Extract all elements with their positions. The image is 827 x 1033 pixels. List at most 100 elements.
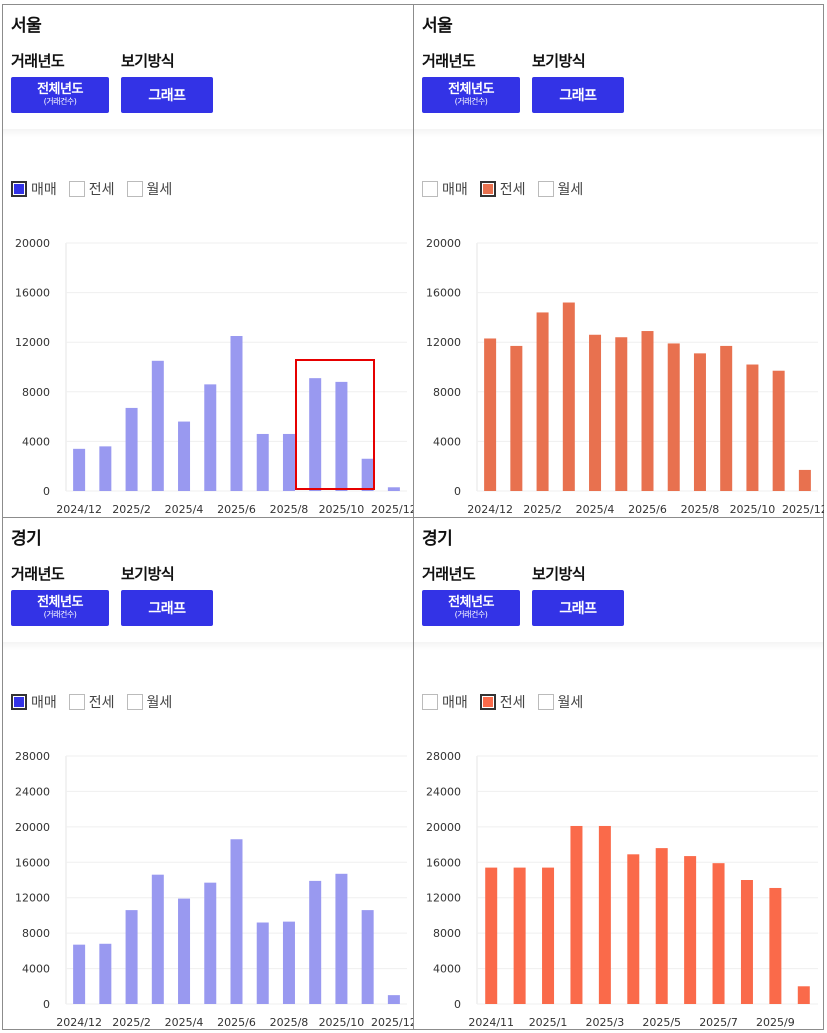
x-tick-label: 2024/11 bbox=[468, 1016, 514, 1029]
x-tick-label: 2025/12 bbox=[782, 503, 824, 516]
legend-label: 월세 bbox=[146, 695, 173, 711]
checkbox[interactable] bbox=[479, 694, 496, 710]
x-tick-label: 2025/10 bbox=[730, 503, 776, 516]
bar bbox=[230, 336, 243, 491]
x-tick-label: 2025/6 bbox=[217, 1016, 256, 1029]
y-tick-label: 0 bbox=[43, 485, 50, 498]
view-mode-button[interactable]: 그래프 bbox=[532, 590, 624, 626]
x-tick-label: 2025/2 bbox=[112, 1016, 151, 1029]
year-button-main: 전체년도 bbox=[37, 82, 83, 97]
year-select-button[interactable]: 전체년도 (거래건수) bbox=[11, 77, 109, 113]
legend-label: 전세 bbox=[88, 695, 115, 711]
legend: 매매 전세 월세 bbox=[422, 179, 595, 199]
checkbox[interactable] bbox=[422, 181, 438, 197]
year-select-button[interactable]: 전체년도 (거래건수) bbox=[422, 590, 520, 626]
bar bbox=[484, 338, 497, 491]
y-tick-label: 4000 bbox=[22, 435, 50, 448]
region-title: 서울 bbox=[422, 16, 453, 36]
checkbox[interactable] bbox=[126, 181, 143, 197]
legend-item-sale[interactable]: 매매 bbox=[422, 179, 468, 199]
y-tick-label: 4000 bbox=[433, 435, 461, 448]
legend-label: 전세 bbox=[88, 182, 115, 198]
y-tick-label: 28000 bbox=[15, 750, 50, 763]
bar bbox=[712, 863, 725, 1004]
bar bbox=[361, 458, 374, 491]
legend-item-jeonse[interactable]: 전세 bbox=[68, 179, 115, 199]
x-tick-label: 2025/8 bbox=[270, 1016, 309, 1029]
y-tick-label: 24000 bbox=[15, 785, 50, 798]
y-tick-label: 28000 bbox=[426, 750, 461, 763]
y-tick-label: 12000 bbox=[15, 892, 50, 905]
bar bbox=[589, 334, 602, 491]
bar bbox=[641, 331, 654, 491]
year-label: 거래년도 bbox=[11, 52, 65, 70]
year-select-button[interactable]: 전체년도 (거래건수) bbox=[422, 77, 520, 113]
legend-item-jeonse[interactable]: 전세 bbox=[479, 179, 526, 199]
view-mode-button[interactable]: 그래프 bbox=[121, 77, 213, 113]
legend-item-jeonse[interactable]: 전세 bbox=[479, 692, 526, 712]
checkbox[interactable] bbox=[422, 694, 438, 710]
y-tick-label: 20000 bbox=[15, 237, 50, 250]
x-tick-label: 2025/12 bbox=[371, 1016, 413, 1029]
year-button-sub: (거래건수) bbox=[454, 97, 488, 106]
checkbox[interactable] bbox=[537, 694, 554, 710]
checkbox[interactable] bbox=[126, 694, 143, 710]
y-tick-label: 8000 bbox=[433, 927, 461, 940]
x-tick-label: 2024/12 bbox=[56, 503, 102, 516]
legend-item-sale[interactable]: 매매 bbox=[422, 692, 468, 712]
bar bbox=[387, 487, 400, 491]
legend-item-monthly-rent[interactable]: 월세 bbox=[126, 692, 173, 712]
y-tick-label: 12000 bbox=[426, 336, 461, 349]
chart-panel-seoul-sale: 서울 거래년도 보기방식 전체년도 (거래건수) 그래프 매매 전세 월세 0 4… bbox=[2, 4, 414, 518]
x-tick-label: 2025/6 bbox=[217, 503, 256, 516]
bar bbox=[73, 944, 86, 1004]
x-tick-label: 2025/6 bbox=[628, 503, 667, 516]
view-mode-button[interactable]: 그래프 bbox=[121, 590, 213, 626]
checkbox[interactable] bbox=[11, 181, 27, 197]
bar bbox=[256, 922, 269, 1004]
legend-item-monthly-rent[interactable]: 월세 bbox=[537, 179, 583, 199]
checkbox[interactable] bbox=[479, 181, 496, 197]
bar bbox=[204, 882, 217, 1004]
bar bbox=[740, 880, 753, 1004]
checkbox[interactable] bbox=[68, 694, 85, 710]
bar bbox=[720, 345, 733, 491]
bar bbox=[510, 345, 523, 491]
year-button-main: 전체년도 bbox=[448, 82, 494, 97]
view-mode-label: 보기방식 bbox=[121, 565, 175, 583]
x-tick-label: 2025/3 bbox=[586, 1016, 625, 1029]
legend-item-sale[interactable]: 매매 bbox=[11, 179, 57, 199]
region-title: 경기 bbox=[11, 529, 42, 549]
view-mode-button[interactable]: 그래프 bbox=[532, 77, 624, 113]
legend-item-sale[interactable]: 매매 bbox=[11, 692, 57, 712]
legend-item-jeonse[interactable]: 전세 bbox=[68, 692, 115, 712]
legend-label: 매매 bbox=[31, 695, 57, 711]
checkbox[interactable] bbox=[537, 181, 554, 197]
checkbox[interactable] bbox=[68, 181, 85, 197]
bar bbox=[335, 381, 348, 491]
year-select-button[interactable]: 전체년도 (거래건수) bbox=[11, 590, 109, 626]
chart-panel-seoul-jeonse: 서울 거래년도 보기방식 전체년도 (거래건수) 그래프 매매 전세 월세 0 4… bbox=[413, 4, 824, 518]
bar bbox=[598, 825, 611, 1004]
bar bbox=[667, 343, 680, 491]
x-tick-label: 2025/7 bbox=[699, 1016, 738, 1029]
legend: 매매 전세 월세 bbox=[422, 692, 595, 712]
bar bbox=[73, 448, 86, 491]
bar bbox=[536, 312, 549, 491]
x-tick-label: 2024/12 bbox=[56, 1016, 102, 1029]
bar bbox=[655, 848, 668, 1004]
bar bbox=[485, 867, 498, 1004]
x-tick-label: 2025/1 bbox=[529, 1016, 568, 1029]
checkbox[interactable] bbox=[11, 694, 27, 710]
legend-item-monthly-rent[interactable]: 월세 bbox=[126, 179, 172, 199]
bar bbox=[387, 995, 400, 1004]
year-button-sub: (거래건수) bbox=[43, 610, 77, 619]
legend-item-monthly-rent[interactable]: 월세 bbox=[537, 692, 583, 712]
bar bbox=[151, 874, 164, 1004]
year-button-sub: (거래건수) bbox=[454, 610, 488, 619]
year-label: 거래년도 bbox=[11, 565, 65, 583]
y-tick-label: 12000 bbox=[426, 892, 461, 905]
bar bbox=[542, 867, 555, 1004]
bar bbox=[798, 469, 811, 491]
bar bbox=[746, 364, 759, 491]
